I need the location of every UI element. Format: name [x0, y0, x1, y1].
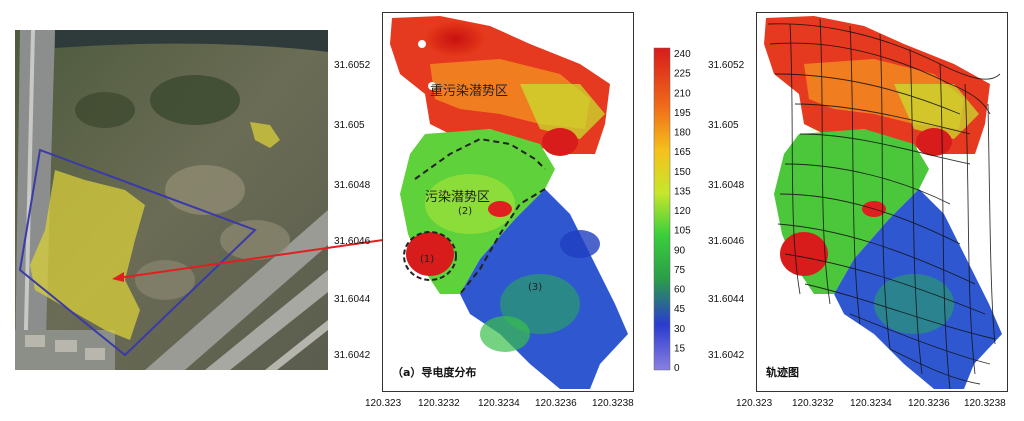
map-a-caption: （a）导电度分布 — [392, 366, 477, 379]
y-tick: 31.6048 — [334, 180, 371, 191]
colorbar-tick-label: 225 — [674, 69, 691, 80]
colorbar-tick-label: 15 — [674, 343, 686, 354]
map-b-caption: 轨迹图 — [766, 366, 799, 379]
x-tick: 120.3238 — [592, 398, 634, 409]
colorbar: 240 225 210 195 180 165 150 135 120 105 90 75 60 45 30… — [648, 40, 698, 380]
map-a-svg: 31.6052 31.605 31.6048 31.6046 31.6044 3… — [334, 16, 634, 409]
map-a-y-axis: 31.6052 31.605 31.6048 31.6046 31.6044 3… — [334, 60, 371, 361]
x-tick: 120.3236 — [535, 398, 577, 409]
x-tick: 120.323 — [365, 398, 402, 409]
x-tick: 120.3232 — [418, 398, 460, 409]
colorbar-tick-label: 120 — [674, 206, 691, 217]
y-tick: 31.6042 — [708, 350, 745, 361]
zone-boundary-north — [414, 137, 546, 180]
y-tick: 31.6046 — [708, 236, 745, 247]
small-polluted-patch — [250, 122, 280, 148]
colorbar-tick-label: 45 — [674, 304, 686, 315]
colorbar-ticks: 2402252101951801651501351201059075604530… — [674, 49, 691, 374]
x-tick: 120.3234 — [478, 398, 520, 409]
colorbar-tick-label: 0 — [674, 363, 680, 374]
colorbar-tick-label: 240 — [674, 49, 691, 60]
link-arrow — [112, 234, 419, 282]
zone-marker-3: (3) — [528, 282, 543, 293]
pollution-zone-label: 污染潜势区 — [425, 190, 491, 205]
colorbar-tick-label: 165 — [674, 147, 691, 158]
y-tick: 31.6052 — [334, 60, 371, 71]
satellite-image-svg — [15, 30, 328, 370]
map-a-x-axis: 120.323 120.3232 120.3234 120.3236 120.3… — [365, 398, 634, 409]
colorbar-svg: 2402252101951801651501351201059075604530… — [653, 47, 691, 374]
y-tick: 31.6044 — [708, 294, 745, 305]
colorbar-tick-label: 180 — [674, 128, 691, 139]
colorbar-tick-label: 150 — [674, 167, 691, 178]
colorbar-tick-label: 195 — [674, 108, 691, 119]
y-tick: 31.6044 — [334, 294, 371, 305]
colorbar-tick-label: 90 — [674, 245, 686, 256]
zone-boundary-1 — [403, 231, 457, 281]
y-tick: 31.6048 — [708, 180, 745, 191]
y-tick: 31.605 — [708, 120, 739, 131]
x-tick: 120.3234 — [850, 398, 892, 409]
map-b-y-axis: 31.6052 31.605 31.6048 31.6046 31.6044 3… — [708, 60, 745, 361]
map-b-x-axis: 120.323 120.3232 120.3234 120.3236 120.3… — [736, 398, 1006, 409]
survey-area-boundary — [18, 148, 257, 357]
colorbar-tick-label: 60 — [674, 285, 686, 296]
colorbar-tick-label: 210 — [674, 88, 691, 99]
y-tick: 31.605 — [334, 120, 365, 131]
satellite-image — [15, 30, 328, 370]
polluted-zone-overlay — [30, 170, 145, 340]
y-tick: 31.6042 — [334, 350, 371, 361]
x-tick: 120.3232 — [792, 398, 834, 409]
conductivity-map-panel: 31.6052 31.605 31.6048 31.6046 31.6044 3… — [330, 4, 642, 414]
trajectory-map-panel: 31.6052 31.605 31.6048 31.6046 31.6044 3… — [700, 4, 1016, 414]
zone-boundary-south — [459, 188, 546, 295]
x-tick: 120.323 — [736, 398, 773, 409]
x-tick: 120.3236 — [908, 398, 950, 409]
colorbar-tick-label: 135 — [674, 186, 691, 197]
y-tick: 31.6052 — [708, 60, 745, 71]
colorbar-tick-label: 105 — [674, 226, 691, 237]
colorbar-tick-label: 75 — [674, 265, 686, 276]
x-tick: 120.3238 — [964, 398, 1006, 409]
zone-marker-1: (1) — [420, 254, 435, 265]
trajectory-lines — [767, 18, 1001, 390]
zone-marker-2: (2) — [458, 206, 473, 217]
heavy-pollution-zone-label: 重污染潜势区 — [430, 84, 509, 99]
y-tick: 31.6046 — [334, 236, 371, 247]
map-b-svg: 31.6052 31.605 31.6048 31.6046 31.6044 3… — [708, 16, 1006, 409]
colorbar-tick-label: 30 — [674, 324, 686, 335]
